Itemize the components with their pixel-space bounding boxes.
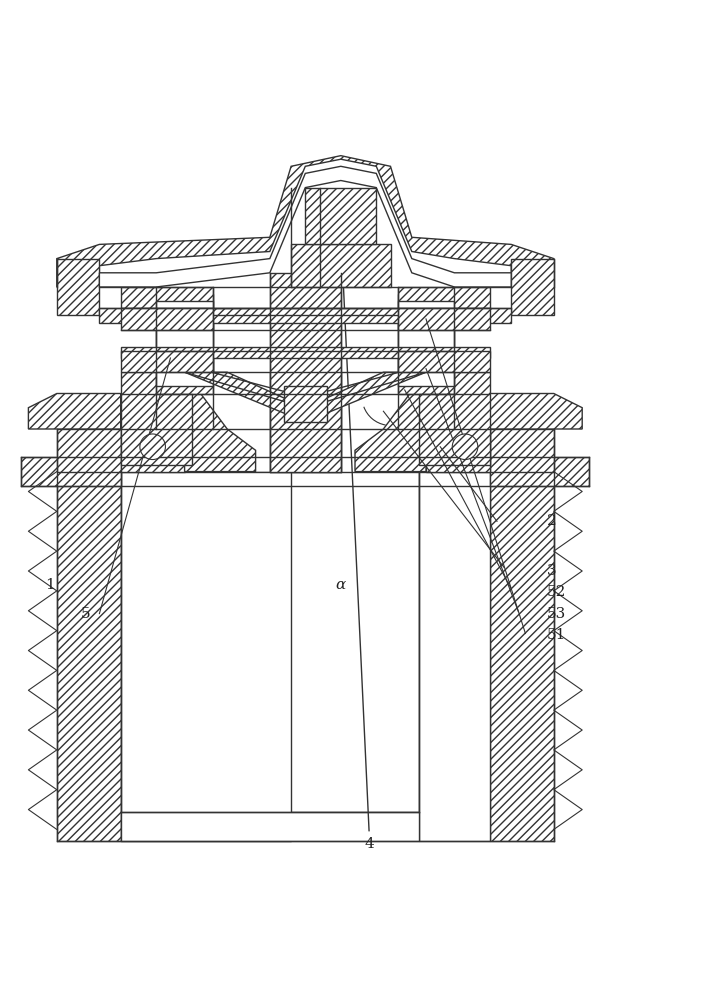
Bar <box>121 351 213 372</box>
Text: 51: 51 <box>547 628 566 642</box>
Polygon shape <box>57 156 554 287</box>
Text: 3: 3 <box>547 564 557 578</box>
Polygon shape <box>28 393 121 429</box>
Circle shape <box>452 434 478 460</box>
Bar <box>419 393 490 464</box>
Bar <box>57 472 121 841</box>
Bar <box>284 386 327 422</box>
Bar <box>419 472 490 841</box>
Bar <box>398 287 490 315</box>
Bar <box>270 372 341 472</box>
Bar <box>490 457 589 486</box>
Bar <box>398 294 454 393</box>
Text: 4: 4 <box>364 837 374 851</box>
Bar <box>426 372 490 472</box>
Text: α: α <box>336 578 346 592</box>
Polygon shape <box>355 372 426 472</box>
Bar <box>57 259 99 315</box>
Circle shape <box>140 434 165 460</box>
Bar <box>398 308 490 330</box>
Bar <box>121 287 213 315</box>
Bar <box>121 308 213 330</box>
Bar <box>99 308 511 322</box>
Polygon shape <box>185 372 305 422</box>
Polygon shape <box>185 372 256 472</box>
Text: 5: 5 <box>80 607 90 621</box>
Bar <box>511 259 554 315</box>
Bar <box>270 273 341 472</box>
Bar <box>497 436 540 457</box>
Bar <box>398 351 490 372</box>
Bar <box>156 294 213 393</box>
Bar <box>21 457 121 486</box>
Bar <box>57 429 121 472</box>
Bar <box>490 472 554 841</box>
Text: 52: 52 <box>547 585 566 599</box>
Bar <box>121 372 185 472</box>
Text: 1: 1 <box>45 578 55 592</box>
Polygon shape <box>490 393 582 429</box>
Bar <box>121 812 419 841</box>
Text: 2: 2 <box>547 514 557 528</box>
Bar <box>291 244 390 287</box>
Bar <box>490 429 554 472</box>
Bar <box>121 393 192 464</box>
Bar <box>71 436 114 457</box>
Bar <box>156 301 213 386</box>
Polygon shape <box>99 166 511 287</box>
Bar <box>121 472 291 841</box>
Bar <box>121 347 490 358</box>
Polygon shape <box>305 372 426 422</box>
Bar <box>398 301 454 386</box>
Bar <box>305 188 376 244</box>
Text: 53: 53 <box>547 607 566 621</box>
Bar <box>121 472 419 812</box>
